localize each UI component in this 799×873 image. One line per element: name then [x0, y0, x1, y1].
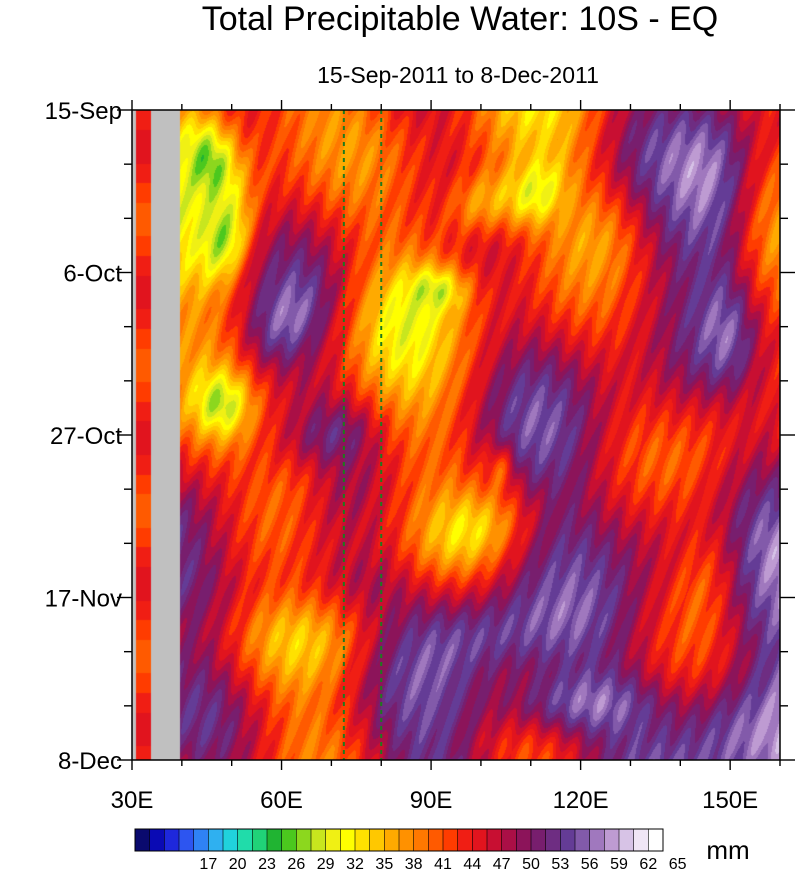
colorbar-label: 47 [493, 856, 511, 873]
heatmap-canvas [132, 110, 780, 760]
colorbar-swatch [164, 829, 180, 851]
colorbar-label: 29 [317, 856, 335, 873]
x-tick-label: 60E [260, 787, 303, 814]
colorbar-label: 62 [639, 856, 657, 873]
chart-title: Total Precipitable Water: 10S - EQ [202, 0, 719, 38]
y-axis: 15-Sep 6-Oct 27-Oct 17-Nov 8-Dec [45, 98, 795, 775]
colorbar-swatch [501, 829, 517, 851]
colorbar-swatch [179, 829, 194, 851]
colorbar-swatch [589, 829, 605, 851]
x-tick-label: 90E [410, 787, 453, 814]
colorbar-swatch [135, 829, 150, 851]
x-tick-label: 30E [111, 787, 154, 814]
colorbar-swatch [531, 829, 546, 851]
colorbar-label: 41 [434, 856, 452, 873]
colorbar-units: mm [706, 835, 749, 865]
colorbar-swatch [545, 829, 561, 851]
x-tick-label: 150E [702, 787, 758, 814]
colorbar-label: 35 [375, 856, 393, 873]
colorbar-swatch [619, 829, 634, 851]
colorbar-label: 17 [199, 856, 217, 873]
y-tick-label: 15-Sep [45, 98, 122, 125]
colorbar-label: 65 [669, 856, 687, 873]
colorbar-swatch [472, 829, 488, 851]
colorbar-label: 38 [405, 856, 423, 873]
colorbar-label: 50 [522, 856, 540, 873]
colorbar-label: 53 [551, 856, 569, 873]
y-tick-label: 6-Oct [63, 261, 122, 288]
colorbar-swatch [223, 829, 238, 851]
colorbar-swatch [296, 829, 312, 851]
colorbar-swatch [560, 829, 576, 851]
colorbar-label: 23 [258, 856, 276, 873]
colorbar-swatch [648, 829, 664, 851]
heatmap-plot-area [132, 110, 780, 760]
x-axis: 30E 60E 90E 120E 150E [111, 100, 781, 814]
colorbar-swatch [413, 829, 429, 851]
colorbar-label: 26 [287, 856, 305, 873]
colorbar-swatch [487, 829, 502, 851]
colorbar: 17 20 23 26 29 32 35 38 41 44 47 50 53 56 59 62 65 [134, 828, 687, 873]
colorbar-swatch [457, 829, 473, 851]
colorbar-swatch [575, 829, 590, 851]
colorbar-swatch [604, 829, 620, 851]
colorbar-label: 59 [610, 856, 628, 873]
colorbar-swatch [281, 829, 297, 851]
colorbar-swatch [193, 829, 209, 851]
colorbar-swatch [237, 829, 253, 851]
colorbar-label: 20 [229, 856, 247, 873]
colorbar-swatch [325, 829, 341, 851]
colorbar-swatch [355, 829, 370, 851]
colorbar-swatch [399, 829, 414, 851]
colorbar-swatch [633, 829, 649, 851]
colorbar-swatch [267, 829, 282, 851]
colorbar-swatch [384, 829, 400, 851]
x-tick-label: 120E [553, 787, 609, 814]
colorbar-swatch [208, 829, 224, 851]
colorbar-swatch [311, 829, 326, 851]
colorbar-swatch [340, 829, 356, 851]
colorbar-label: 56 [581, 856, 599, 873]
colorbar-swatch [428, 829, 444, 851]
colorbar-swatch [516, 829, 532, 851]
y-tick-label: 8-Dec [58, 748, 122, 775]
chart-subtitle: 15-Sep-2011 to 8-Dec-2011 [317, 62, 599, 88]
colorbar-label: 32 [346, 856, 364, 873]
colorbar-swatch [443, 829, 458, 851]
colorbar-swatch [252, 829, 268, 851]
y-tick-label: 27-Oct [50, 423, 122, 450]
colorbar-label: 44 [463, 856, 481, 873]
colorbar-swatch [149, 829, 165, 851]
colorbar-swatch [369, 829, 385, 851]
y-tick-label: 17-Nov [45, 586, 122, 613]
